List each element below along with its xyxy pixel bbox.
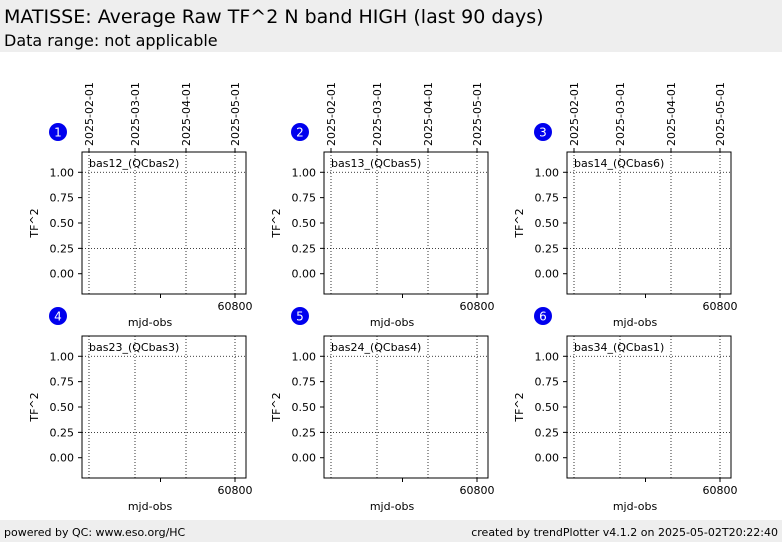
top-tick-label: 2025-04-01	[180, 82, 193, 146]
y-tick-label: 1.00	[535, 166, 560, 179]
x-tick-label: 60800	[218, 484, 253, 497]
legend-label: bas13_(QCbas5)	[331, 157, 421, 170]
plot-frame	[566, 335, 732, 479]
legend-label: bas24_(QCbas4)	[331, 341, 421, 354]
x-axis-label: mjd-obs	[370, 316, 415, 329]
x-axis-label: mjd-obs	[613, 500, 658, 513]
footer-created: created by trendPlotter v4.1.2 on 2025-0…	[471, 526, 778, 539]
panel-badge-number: 6	[539, 310, 547, 324]
x-tick-label: 60800	[703, 300, 738, 313]
footer-bar: powered by QC: www.eso.org/HC created by…	[0, 520, 782, 542]
panel-badge-number: 4	[54, 310, 62, 324]
legend-label: bas23_(QCbas3)	[89, 341, 179, 354]
panel-badge	[49, 123, 67, 141]
y-tick-label: 0.00	[50, 268, 75, 281]
y-axis-label: TF^2	[513, 392, 526, 422]
y-tick-label: 0.00	[292, 452, 317, 465]
y-tick-label: 0.75	[535, 376, 560, 389]
plot-frame	[323, 151, 489, 295]
y-tick-label: 0.50	[50, 217, 75, 230]
panel-badge	[291, 307, 309, 325]
y-tick-label: 0.00	[50, 452, 75, 465]
top-tick-label: 2025-04-01	[665, 82, 678, 146]
y-tick-label: 1.00	[292, 166, 317, 179]
y-tick-label: 0.50	[292, 217, 317, 230]
y-tick-label: 0.50	[50, 401, 75, 414]
y-axis-label: TF^2	[270, 392, 283, 422]
y-tick-label: 0.50	[292, 401, 317, 414]
y-tick-label: 0.75	[50, 376, 75, 389]
header-bar: MATISSE: Average Raw TF^2 N band HIGH (l…	[0, 0, 782, 52]
y-axis-label: TF^2	[513, 208, 526, 238]
top-tick-label: 2025-03-01	[614, 82, 627, 146]
y-tick-label: 1.00	[292, 350, 317, 363]
top-tick-label: 2025-04-01	[422, 82, 435, 146]
y-tick-label: 0.25	[535, 426, 560, 439]
y-tick-label: 0.25	[535, 242, 560, 255]
legend-label: bas14_(QCbas6)	[574, 157, 664, 170]
y-tick-label: 0.00	[535, 452, 560, 465]
y-tick-label: 0.00	[535, 268, 560, 281]
y-tick-label: 1.00	[50, 166, 75, 179]
panel-badge	[49, 307, 67, 325]
x-tick-label: 60800	[703, 484, 738, 497]
panel-badge	[291, 123, 309, 141]
panel-badge-number: 5	[296, 310, 304, 324]
legend-label: bas12_(QCbas2)	[89, 157, 179, 170]
y-axis-label: TF^2	[28, 392, 41, 422]
y-tick-label: 1.00	[535, 350, 560, 363]
top-tick-label: 2025-05-01	[471, 82, 484, 146]
plot-frame	[81, 335, 247, 479]
y-axis-label: TF^2	[270, 208, 283, 238]
top-tick-label: 2025-02-01	[568, 82, 581, 146]
top-tick-label: 2025-05-01	[229, 82, 242, 146]
y-tick-label: 0.75	[292, 192, 317, 205]
top-tick-label: 2025-03-01	[129, 82, 142, 146]
panel-badge-number: 2	[296, 126, 304, 140]
x-axis-label: mjd-obs	[370, 500, 415, 513]
y-tick-label: 0.25	[50, 426, 75, 439]
y-axis-label: TF^2	[28, 208, 41, 238]
panel-badge	[534, 307, 552, 325]
top-tick-label: 2025-03-01	[371, 82, 384, 146]
panel-badge	[534, 123, 552, 141]
y-tick-label: 0.50	[535, 217, 560, 230]
x-axis-label: mjd-obs	[128, 500, 173, 513]
x-tick-label: 60800	[460, 300, 495, 313]
plot-frame	[81, 151, 247, 295]
x-tick-label: 60800	[460, 484, 495, 497]
top-tick-label: 2025-02-01	[325, 82, 338, 146]
y-tick-label: 0.25	[50, 242, 75, 255]
y-tick-label: 0.75	[535, 192, 560, 205]
y-tick-label: 0.25	[292, 242, 317, 255]
y-tick-label: 0.75	[50, 192, 75, 205]
footer-credit: powered by QC: www.eso.org/HC	[4, 526, 186, 539]
page-title: MATISSE: Average Raw TF^2 N band HIGH (l…	[4, 6, 544, 28]
y-tick-label: 0.75	[292, 376, 317, 389]
y-tick-label: 0.25	[292, 426, 317, 439]
plot-frame	[323, 335, 489, 479]
y-tick-label: 0.50	[535, 401, 560, 414]
panel-badge-number: 3	[539, 126, 547, 140]
plot-frame	[566, 151, 732, 295]
top-tick-label: 2025-05-01	[714, 82, 727, 146]
x-axis-label: mjd-obs	[613, 316, 658, 329]
x-tick-label: 60800	[218, 300, 253, 313]
x-axis-label: mjd-obs	[128, 316, 173, 329]
page-subtitle: Data range: not applicable	[4, 31, 218, 50]
y-tick-label: 1.00	[50, 350, 75, 363]
y-tick-label: 0.00	[292, 268, 317, 281]
top-tick-label: 2025-02-01	[83, 82, 96, 146]
legend-label: bas34_(QCbas1)	[574, 341, 664, 354]
panel-badge-number: 1	[54, 126, 62, 140]
